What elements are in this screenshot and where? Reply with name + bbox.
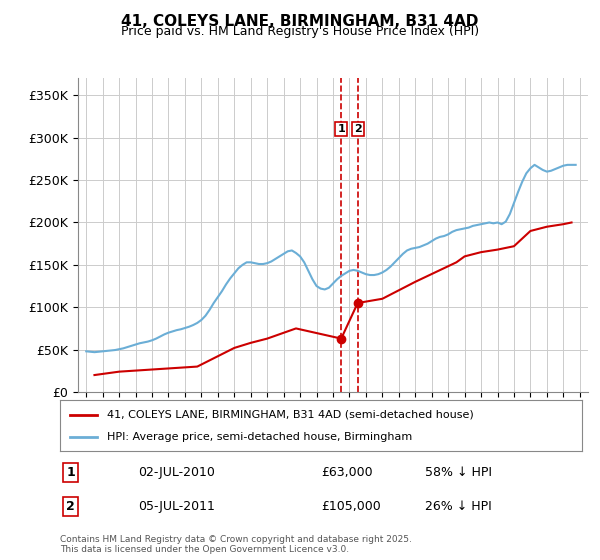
Text: HPI: Average price, semi-detached house, Birmingham: HPI: Average price, semi-detached house,… (107, 432, 412, 442)
Text: 1: 1 (66, 466, 75, 479)
Text: 41, COLEYS LANE, BIRMINGHAM, B31 4AD: 41, COLEYS LANE, BIRMINGHAM, B31 4AD (121, 14, 479, 29)
Text: 02-JUL-2010: 02-JUL-2010 (139, 466, 215, 479)
Text: 2: 2 (354, 124, 362, 134)
Text: 1: 1 (337, 124, 345, 134)
Text: 05-JUL-2011: 05-JUL-2011 (139, 500, 215, 513)
Text: £105,000: £105,000 (321, 500, 381, 513)
Text: 2: 2 (66, 500, 75, 513)
Text: Price paid vs. HM Land Registry's House Price Index (HPI): Price paid vs. HM Land Registry's House … (121, 25, 479, 38)
Text: 26% ↓ HPI: 26% ↓ HPI (425, 500, 492, 513)
Text: Contains HM Land Registry data © Crown copyright and database right 2025.
This d: Contains HM Land Registry data © Crown c… (60, 535, 412, 554)
Text: 41, COLEYS LANE, BIRMINGHAM, B31 4AD (semi-detached house): 41, COLEYS LANE, BIRMINGHAM, B31 4AD (se… (107, 409, 474, 419)
Text: £63,000: £63,000 (321, 466, 373, 479)
Text: 58% ↓ HPI: 58% ↓ HPI (425, 466, 493, 479)
